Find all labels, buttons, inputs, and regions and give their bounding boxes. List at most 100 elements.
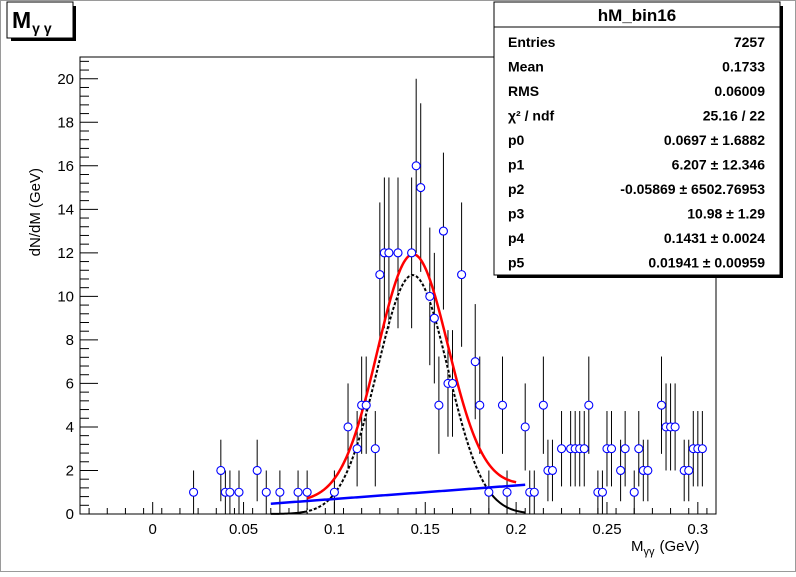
stats-label: p4 <box>508 230 525 246</box>
y-tick-label: 0 <box>66 506 74 523</box>
stats-value: 0.1733 <box>722 59 765 75</box>
x-axis-title-unit: (GeV) <box>660 538 700 555</box>
y-tick-label: 12 <box>57 245 74 262</box>
data-marker <box>597 487 607 497</box>
data-marker <box>684 465 694 476</box>
data-marker <box>547 465 558 476</box>
data-marker <box>616 465 626 476</box>
x-tick-label: 0.05 <box>229 521 258 538</box>
stats-value: 0.1431 ± 0.0024 <box>664 230 765 246</box>
stats-value: 0.0697 ± 1.6882 <box>664 132 765 148</box>
data-marker <box>502 487 512 497</box>
data-marker <box>447 378 458 388</box>
data-marker <box>584 400 594 410</box>
data-marker <box>302 487 312 497</box>
stats-value: 0.06009 <box>714 83 765 99</box>
data-marker <box>556 444 567 454</box>
y-tick-label: 8 <box>66 332 74 349</box>
y-tick-label: 4 <box>66 419 74 436</box>
x-tick-label: 0.3 <box>687 521 708 538</box>
data-marker <box>329 487 339 497</box>
y-tick-label: 16 <box>57 158 74 175</box>
data-marker <box>470 357 480 367</box>
title-box: Mγ γ <box>6 1 76 41</box>
x-axis-title-sub: γγ <box>644 546 656 558</box>
data-marker <box>629 487 639 497</box>
y-tick-label: 14 <box>57 201 74 218</box>
stats-rows: Entries 7257 Mean 0.1733 RMS 0.06009 χ² / ndf 2… <box>508 34 765 271</box>
data-marker <box>475 400 485 410</box>
data-marker <box>484 487 494 497</box>
y-axis-title: dN/dM (GeV) <box>27 168 44 256</box>
stats-label: p5 <box>508 255 525 271</box>
data-marker <box>234 487 244 497</box>
data-marker <box>189 487 199 497</box>
data-marker <box>343 422 353 432</box>
data-marker <box>252 465 262 476</box>
x-tick-label: 0.15 <box>411 521 440 538</box>
data-marker <box>579 444 589 454</box>
data-marker <box>520 422 530 432</box>
stats-title: hM_bin16 <box>598 6 676 25</box>
stats-label: p1 <box>508 157 525 173</box>
x-tick-label: 0 <box>149 521 157 538</box>
data-marker <box>407 248 417 258</box>
x-axis-title-main: M <box>631 538 644 555</box>
data-marker <box>216 465 226 476</box>
stats-value: 10.98 ± 1.29 <box>687 206 765 222</box>
stats-label: p3 <box>508 206 525 222</box>
data-marker <box>634 444 644 454</box>
y-tick-label: 20 <box>57 71 74 88</box>
data-marker <box>656 400 667 410</box>
stats-value: -0.05869 ± 6502.76953 <box>620 181 765 197</box>
data-marker <box>352 444 362 454</box>
data-marker <box>293 487 303 497</box>
data-marker <box>457 270 467 280</box>
data-marker <box>434 400 444 410</box>
data-marker <box>375 270 385 280</box>
stats-label: RMS <box>508 83 539 99</box>
x-tick-label: 0.1 <box>324 521 345 538</box>
stats-label: Mean <box>508 59 544 75</box>
stats-label: p0 <box>508 132 525 148</box>
data-marker <box>438 226 448 236</box>
data-marker <box>384 248 394 258</box>
x-tick-label: 0.2 <box>506 521 527 538</box>
stats-label: Entries <box>508 34 556 50</box>
data-marker <box>620 444 630 454</box>
data-marker <box>370 444 380 454</box>
data-marker <box>425 291 435 301</box>
x-axis-title: Mγγ (GeV) <box>631 538 700 558</box>
data-marker <box>416 183 426 193</box>
data-marker <box>497 400 508 410</box>
chart-title: Mγ γ <box>12 7 52 36</box>
data-marker <box>411 161 421 171</box>
stats-value: 25.16 / 22 <box>703 108 765 124</box>
data-marker <box>643 465 653 476</box>
data-marker <box>429 313 439 323</box>
y-tick-label: 10 <box>57 288 74 305</box>
chart-title-main: M <box>12 7 31 33</box>
stats-label: p2 <box>508 181 525 197</box>
x-tick-label: 0.25 <box>592 521 621 538</box>
stats-value: 7257 <box>734 34 765 50</box>
background-fit-line <box>270 483 526 505</box>
y-tick-label: 6 <box>66 375 74 392</box>
data-marker <box>393 248 403 258</box>
y-tick-label: 2 <box>66 462 74 479</box>
data-marker <box>225 487 235 497</box>
chart-title-sub: γ γ <box>32 20 52 36</box>
stats-box: hM_bin16 Entries 7257 Mean 0.1733 RMS 0.06009… <box>493 1 783 278</box>
data-marker <box>538 400 548 410</box>
stats-value: 0.01941 ± 0.00959 <box>648 255 765 271</box>
data-marker <box>275 487 285 497</box>
data-marker <box>529 487 539 497</box>
axis-ticks: 0 0.05 0.1 0.15 0.2 0.25 0.3 0 2 4 6 8 10 12 14 16 18 20 <box>57 60 708 538</box>
data-marker <box>606 444 617 454</box>
data-marker <box>361 400 371 410</box>
data-marker <box>697 444 707 454</box>
data-markers <box>189 161 707 497</box>
stats-label: χ² / ndf <box>508 108 554 124</box>
